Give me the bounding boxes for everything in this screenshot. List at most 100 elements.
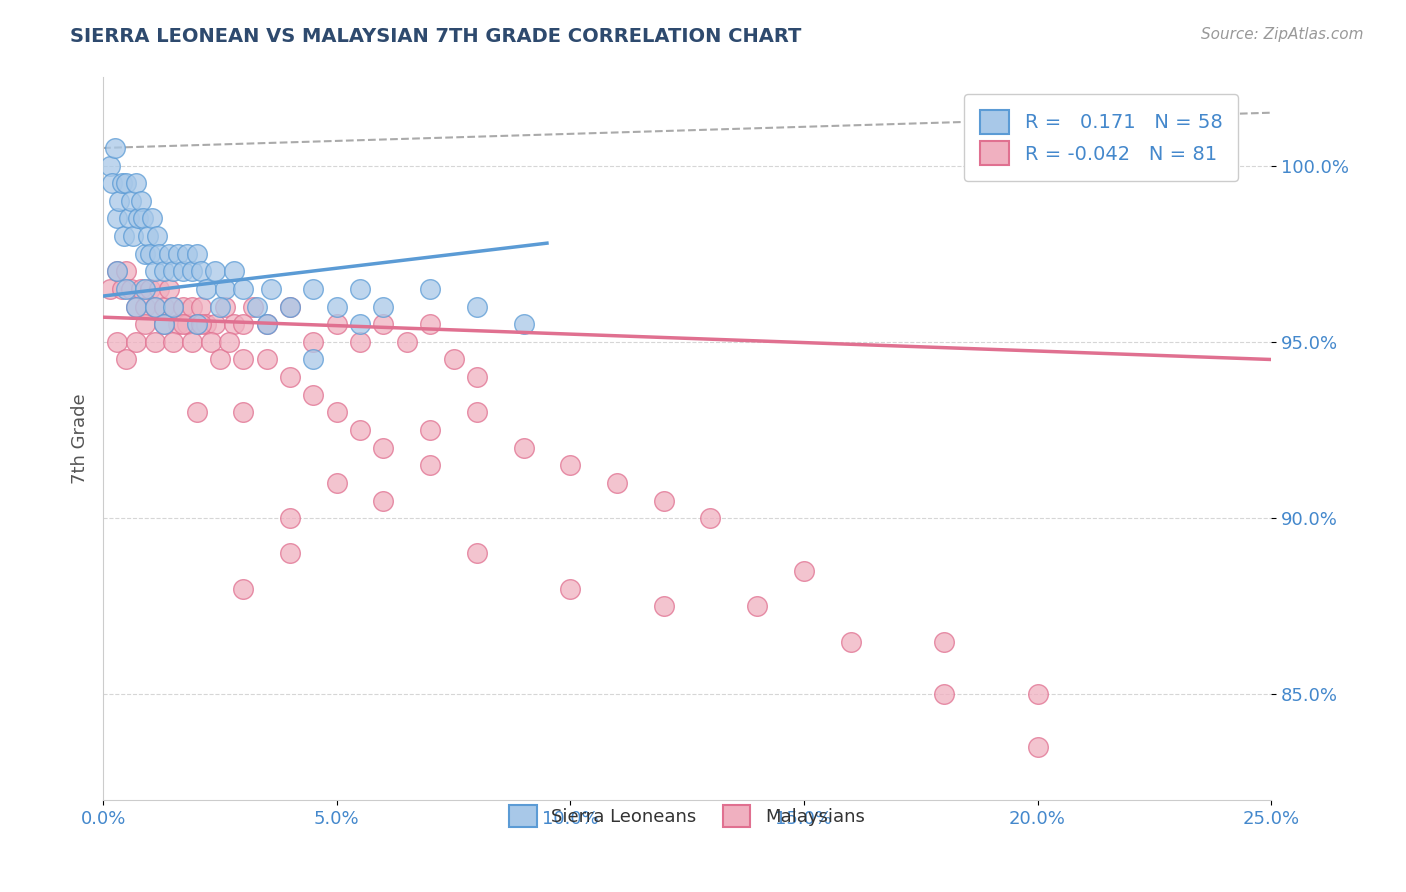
Point xyxy=(122,229,145,244)
Point xyxy=(148,282,170,296)
Point xyxy=(186,405,208,419)
Point xyxy=(125,334,148,349)
Point xyxy=(129,282,152,296)
Point xyxy=(186,246,208,260)
Point xyxy=(143,300,166,314)
Text: Source: ZipAtlas.com: Source: ZipAtlas.com xyxy=(1201,27,1364,42)
Point xyxy=(139,246,162,260)
Point xyxy=(172,300,194,314)
Point xyxy=(134,282,156,296)
Point xyxy=(111,176,134,190)
Point xyxy=(194,318,217,332)
Point xyxy=(153,300,176,314)
Point xyxy=(176,246,198,260)
Point xyxy=(302,352,325,367)
Point xyxy=(143,334,166,349)
Point xyxy=(232,352,254,367)
Point xyxy=(325,405,347,419)
Point xyxy=(186,318,208,332)
Point xyxy=(278,546,301,560)
Point xyxy=(115,352,138,367)
Point xyxy=(218,334,240,349)
Point xyxy=(208,352,231,367)
Point xyxy=(167,318,190,332)
Point xyxy=(232,582,254,596)
Point xyxy=(232,282,254,296)
Point xyxy=(101,176,124,190)
Point xyxy=(125,176,148,190)
Point xyxy=(242,300,264,314)
Point xyxy=(278,370,301,384)
Point xyxy=(325,300,347,314)
Point xyxy=(325,475,347,490)
Point xyxy=(143,300,166,314)
Point xyxy=(246,300,269,314)
Point xyxy=(465,300,488,314)
Point xyxy=(652,599,675,614)
Point xyxy=(162,300,184,314)
Point xyxy=(125,300,148,314)
Point xyxy=(373,318,395,332)
Point xyxy=(373,441,395,455)
Point xyxy=(162,300,184,314)
Point xyxy=(194,282,217,296)
Point xyxy=(512,318,534,332)
Point xyxy=(465,405,488,419)
Point xyxy=(125,300,148,314)
Point xyxy=(180,334,202,349)
Point xyxy=(419,318,441,332)
Point xyxy=(180,264,202,278)
Point xyxy=(186,318,208,332)
Point xyxy=(204,318,226,332)
Point xyxy=(302,388,325,402)
Point xyxy=(373,493,395,508)
Legend: Sierra Leoneans, Malaysians: Sierra Leoneans, Malaysians xyxy=(502,798,872,835)
Point xyxy=(560,458,582,473)
Point xyxy=(111,282,134,296)
Point xyxy=(105,264,128,278)
Point xyxy=(443,352,465,367)
Point xyxy=(98,282,121,296)
Point xyxy=(190,264,212,278)
Point xyxy=(260,282,283,296)
Point xyxy=(105,264,128,278)
Point xyxy=(153,318,176,332)
Point xyxy=(932,688,955,702)
Point xyxy=(349,423,371,437)
Point xyxy=(256,318,278,332)
Point xyxy=(157,282,180,296)
Point xyxy=(146,229,169,244)
Point xyxy=(932,634,955,648)
Point xyxy=(118,211,141,226)
Point xyxy=(153,264,176,278)
Point xyxy=(349,282,371,296)
Point xyxy=(141,211,163,226)
Point xyxy=(136,229,159,244)
Point xyxy=(148,246,170,260)
Point xyxy=(214,300,236,314)
Point xyxy=(256,318,278,332)
Point xyxy=(222,318,245,332)
Point xyxy=(120,194,142,208)
Point xyxy=(419,282,441,296)
Point xyxy=(302,334,325,349)
Point xyxy=(162,264,184,278)
Point xyxy=(1026,740,1049,755)
Point xyxy=(105,334,128,349)
Point xyxy=(112,229,135,244)
Point xyxy=(115,264,138,278)
Point xyxy=(419,423,441,437)
Point xyxy=(134,318,156,332)
Point xyxy=(104,141,127,155)
Text: SIERRA LEONEAN VS MALAYSIAN 7TH GRADE CORRELATION CHART: SIERRA LEONEAN VS MALAYSIAN 7TH GRADE CO… xyxy=(70,27,801,45)
Point xyxy=(256,352,278,367)
Point xyxy=(153,318,176,332)
Point xyxy=(208,300,231,314)
Point xyxy=(652,493,675,508)
Point xyxy=(395,334,418,349)
Point xyxy=(512,441,534,455)
Point xyxy=(465,370,488,384)
Point xyxy=(127,211,149,226)
Point xyxy=(278,511,301,525)
Point xyxy=(167,246,190,260)
